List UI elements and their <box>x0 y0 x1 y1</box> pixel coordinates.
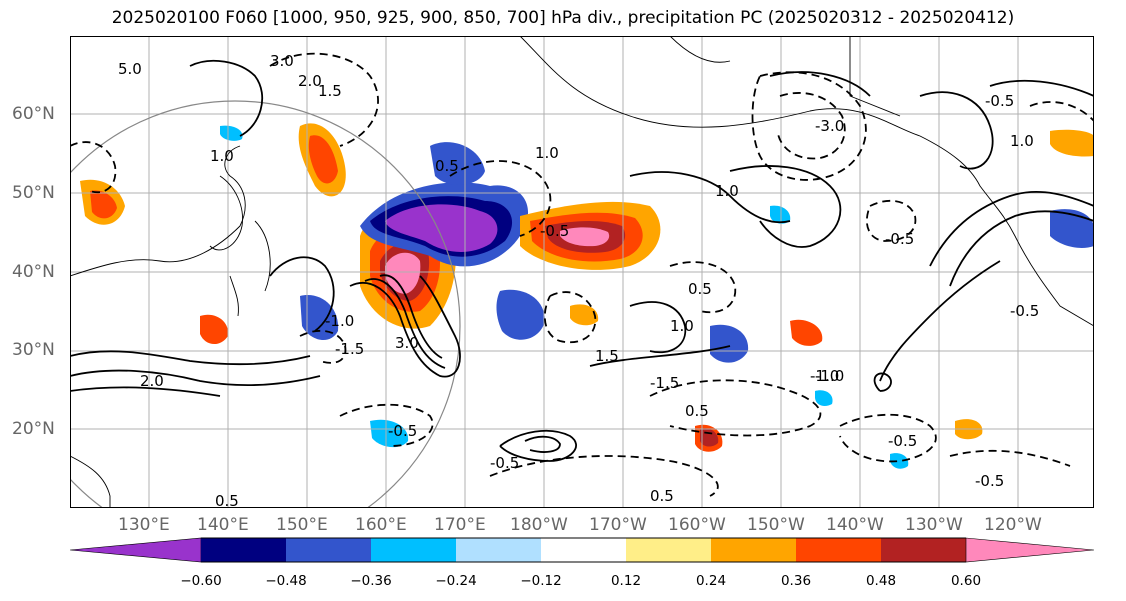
colorbar-tick: −0.36 <box>350 573 392 589</box>
contour-label: 1.0 <box>535 144 559 162</box>
lon-label: 170°E <box>434 515 486 535</box>
colorbar-tick: 0.36 <box>780 573 812 589</box>
lon-label: 140°E <box>197 515 249 535</box>
contour-label: -0.5 <box>888 432 917 450</box>
contour-label: 1.5 <box>595 347 619 365</box>
contour-label: -0.5 <box>885 230 914 248</box>
solid-contours <box>70 59 1094 462</box>
map-title: 2025020100 F060 [1000, 950, 925, 900, 85… <box>111 8 1015 28</box>
colorbar-tick: −0.24 <box>435 573 477 589</box>
colorbar-tick: 0.24 <box>695 573 727 589</box>
contour-label: -0.5 <box>388 422 417 440</box>
contour-label: -0.5 <box>975 472 1004 490</box>
colorbar-tick: 0.60 <box>950 573 982 589</box>
colorbar-segment <box>456 538 541 562</box>
lon-label: 170°W <box>589 515 647 535</box>
lat-label: 40°N <box>12 262 55 282</box>
grid-lines <box>70 36 1094 508</box>
contour-label: -0.5 <box>985 92 1014 110</box>
contour-label: -0.5 <box>1010 302 1039 320</box>
contour-label: -1.5 <box>335 340 364 358</box>
contour-label: 2.0 <box>140 372 164 390</box>
colorbar-tick: −0.48 <box>265 573 307 589</box>
contour-label: 0.5 <box>685 402 709 420</box>
contour-label: 0.5 <box>650 487 674 505</box>
contour-label: 5.0 <box>118 60 142 78</box>
map-plot: 5.0 3.0 2.0 1.5 1.0 0.5 -0.5 -1.0 -1.5 2… <box>70 36 1094 508</box>
colorbar-segment <box>965 537 1095 563</box>
contour-label: -3.0 <box>815 117 844 135</box>
lat-label: 20°N <box>12 419 55 439</box>
contour-label: 1.0 <box>715 182 739 200</box>
contour-label: -1.0 <box>325 312 354 330</box>
contour-label: -0.5 <box>540 222 569 240</box>
colorbar-tick: 0.12 <box>610 573 642 589</box>
lon-label: 150°E <box>276 515 328 535</box>
contour-label: -1.0 <box>810 367 839 385</box>
colorbar-segment <box>371 538 456 562</box>
contour-label: 1.5 <box>318 82 342 100</box>
colorbar-tick: −0.12 <box>520 573 562 589</box>
colorbar <box>70 537 1095 563</box>
lon-label: 180°W <box>510 515 568 535</box>
lon-label: 150°W <box>747 515 805 535</box>
contour-labels: 5.0 3.0 2.0 1.5 1.0 0.5 -0.5 -1.0 -1.5 2… <box>118 52 1039 508</box>
lat-label: 50°N <box>12 183 55 203</box>
lon-label: 130°E <box>118 515 170 535</box>
contour-label: 0.5 <box>435 157 459 175</box>
precip-shading <box>80 123 1094 469</box>
colorbar-segment <box>541 538 626 562</box>
dashed-contours <box>70 52 1094 497</box>
colorbar-tick: −0.60 <box>180 573 222 589</box>
contour-label: 1.0 <box>670 317 694 335</box>
colorbar-segment <box>286 538 371 562</box>
colorbar-segment <box>881 538 966 562</box>
contour-label: 3.0 <box>270 52 294 70</box>
contour-label: 1.0 <box>1010 132 1034 150</box>
lon-label: 160°E <box>355 515 407 535</box>
plot-frame <box>70 36 1094 508</box>
colorbar-segment <box>711 538 796 562</box>
colorbar-segment <box>796 538 881 562</box>
contour-label: 0.5 <box>215 492 239 508</box>
lat-label: 30°N <box>12 340 55 360</box>
contour-label: -1.0 <box>815 367 844 385</box>
contour-label: -0.5 <box>490 454 519 472</box>
colorbar-segment <box>70 537 202 563</box>
colorbar-segment <box>626 538 711 562</box>
coastlines <box>70 36 1094 508</box>
lon-label: 140°W <box>826 515 884 535</box>
contour-label: 0.5 <box>688 280 712 298</box>
contour-label: 1.0 <box>210 147 234 165</box>
contour-label: 3.0 <box>395 334 419 352</box>
colorbar-tick: 0.48 <box>865 573 897 589</box>
lon-label: 130°W <box>905 515 963 535</box>
contour-label: -1.5 <box>650 374 679 392</box>
domain-circle <box>70 100 461 508</box>
colorbar-segment <box>201 538 286 562</box>
lat-label: 60°N <box>12 104 55 124</box>
lon-label: 120°W <box>984 515 1042 535</box>
lon-label: 160°W <box>668 515 726 535</box>
contour-label: 2.0 <box>298 72 322 90</box>
